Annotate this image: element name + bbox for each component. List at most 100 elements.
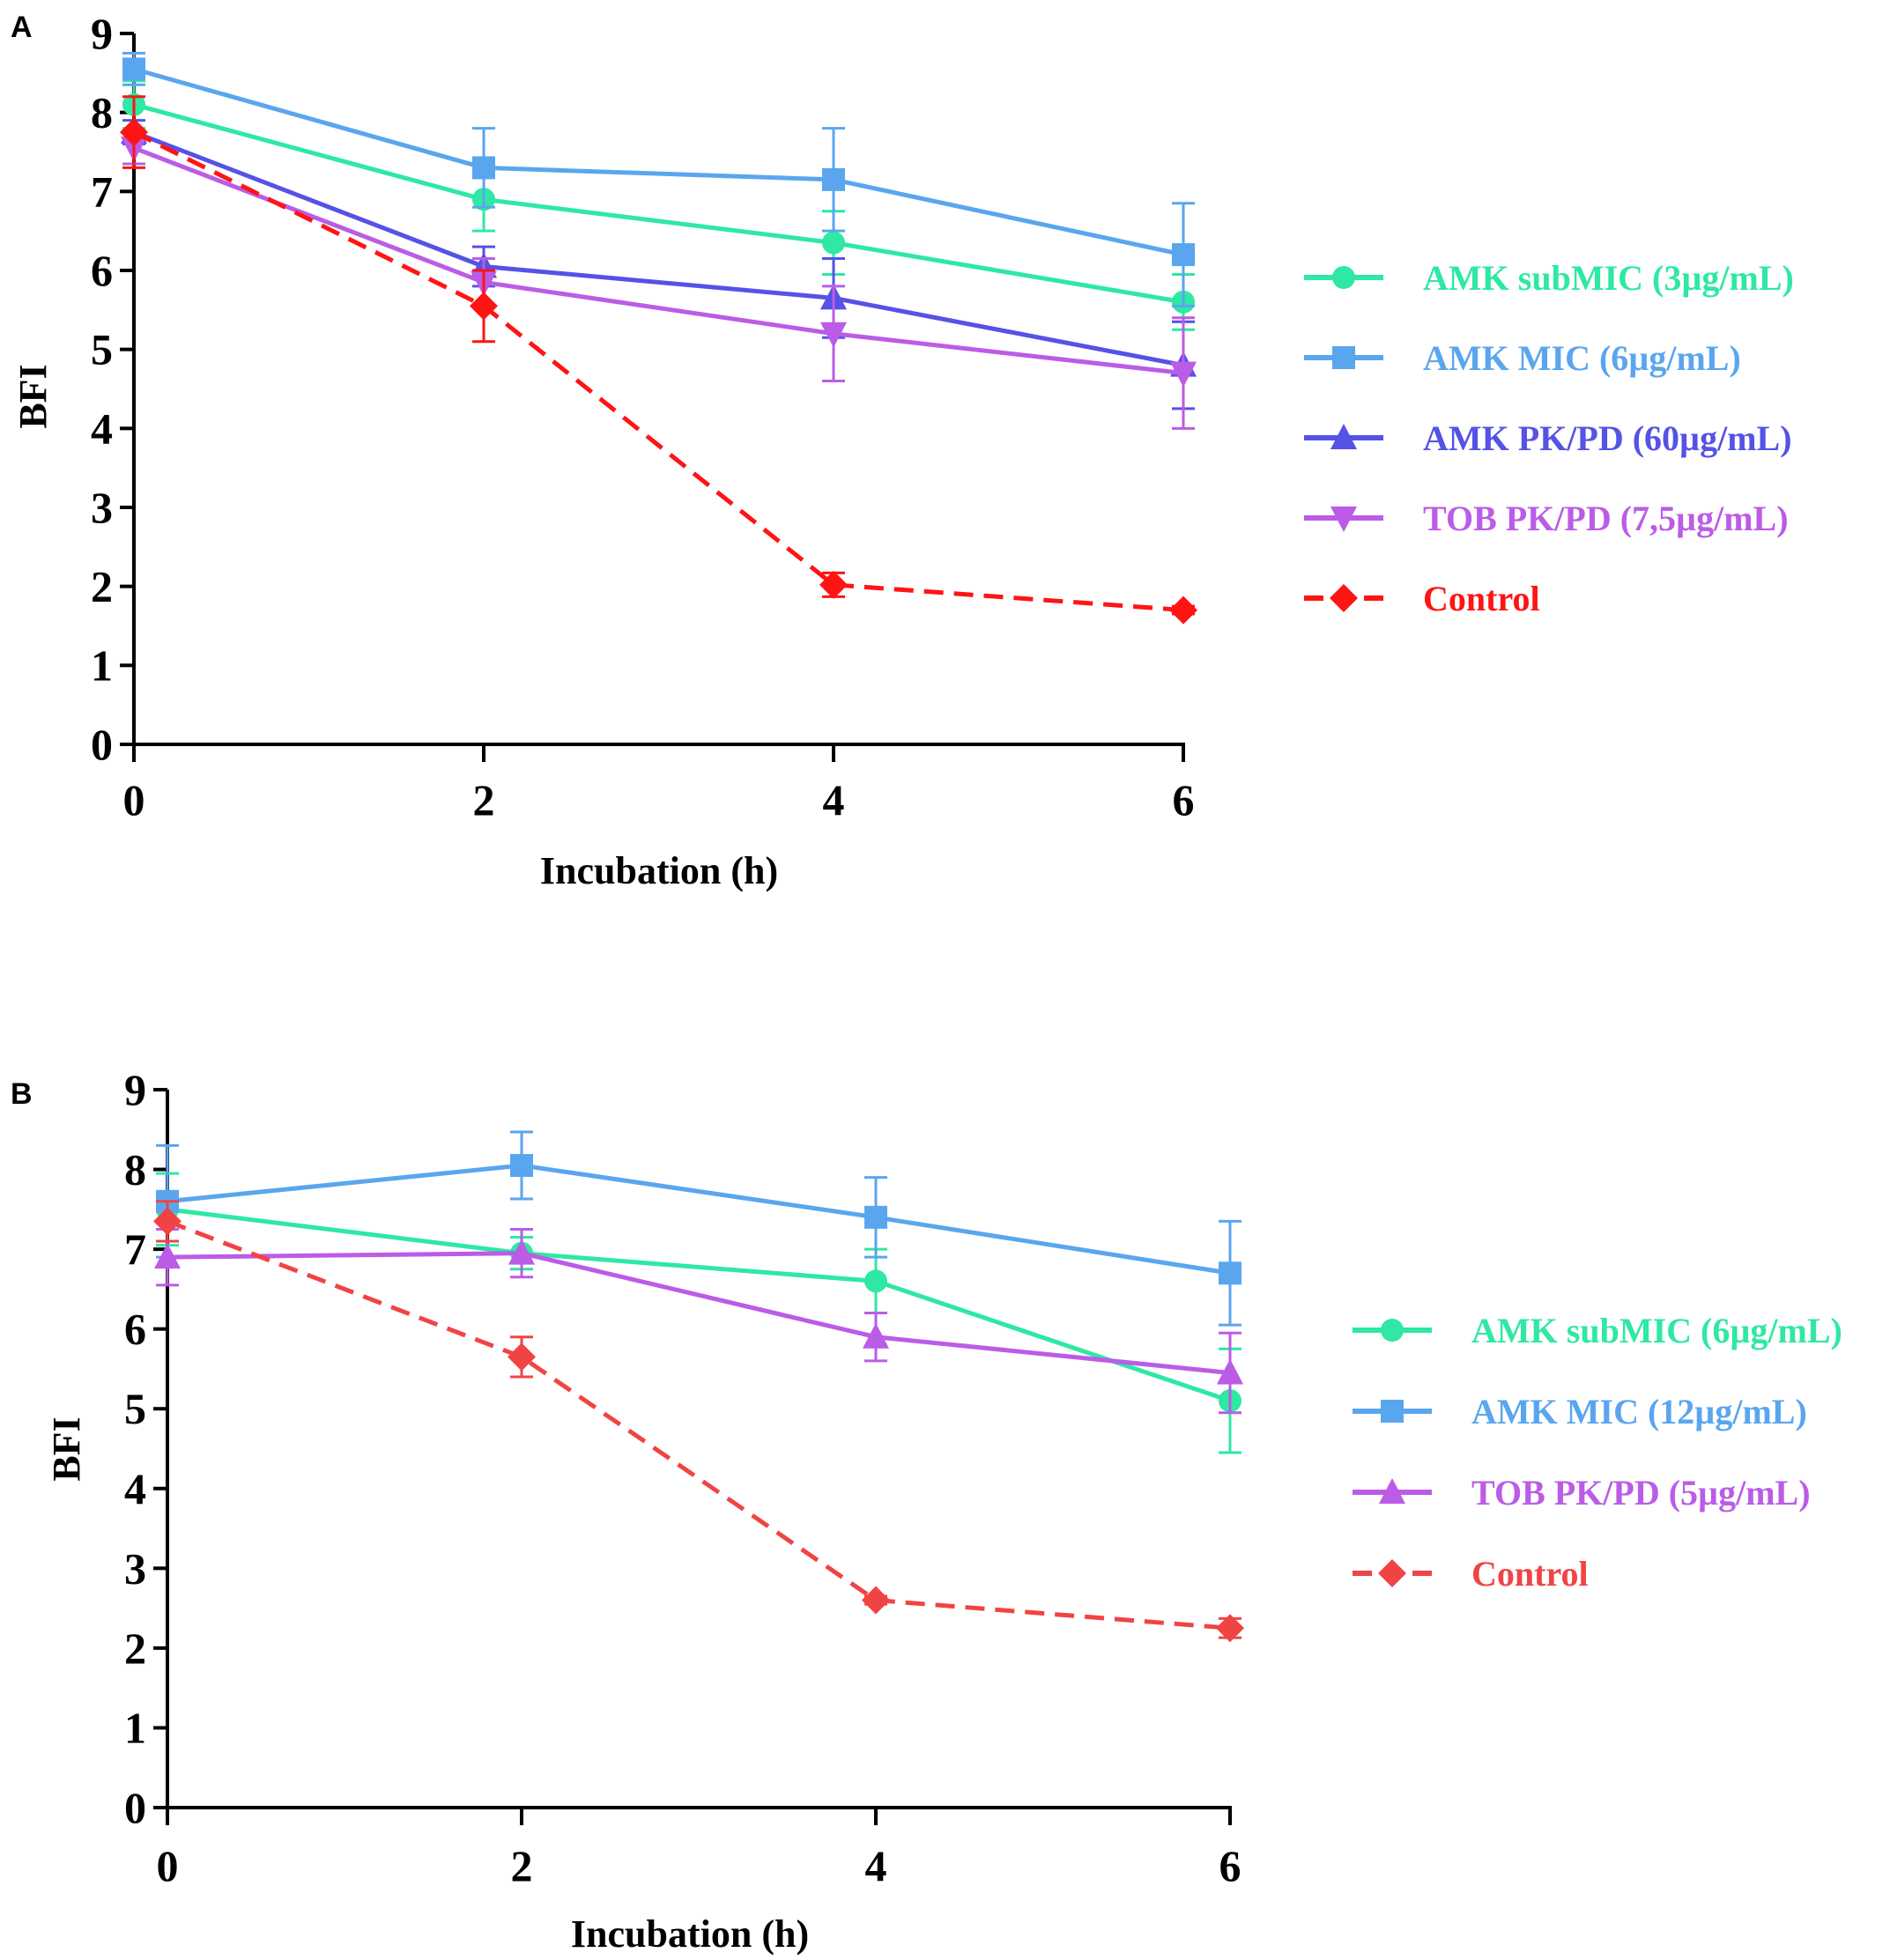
data-point bbox=[508, 1342, 536, 1372]
legend-label: AMK MIC (12µg/mL) bbox=[1471, 1392, 1807, 1431]
series-line bbox=[167, 1207, 1231, 1403]
x-tick-label: 0 bbox=[157, 1841, 179, 1890]
y-tick-label: 3 bbox=[124, 1543, 146, 1593]
y-tick-label: 3 bbox=[91, 483, 113, 532]
series-line bbox=[133, 145, 1184, 376]
y-tick-label: 2 bbox=[91, 562, 113, 611]
panel-label-b: B bbox=[11, 1077, 33, 1111]
x-tick-label: 6 bbox=[1173, 775, 1195, 825]
data-point bbox=[1170, 361, 1197, 388]
plot-area-a bbox=[120, 51, 1197, 625]
legend-marker bbox=[1381, 1319, 1404, 1342]
data-point bbox=[862, 1586, 890, 1615]
y-tick-label: 8 bbox=[91, 88, 113, 137]
x-tick-label: 4 bbox=[823, 775, 845, 825]
legend-item: AMK subMIC (3µg/mL) bbox=[1304, 258, 1794, 298]
legend-item: AMK MIC (6µg/mL) bbox=[1304, 338, 1741, 378]
legend-item: Control bbox=[1353, 1554, 1589, 1594]
legend-marker bbox=[1330, 424, 1357, 449]
y-tick-label: 8 bbox=[124, 1145, 146, 1194]
legend-marker bbox=[1379, 1478, 1405, 1504]
legend-label: AMK PK/PD (60µg/mL) bbox=[1423, 418, 1792, 458]
x-tick-label: 2 bbox=[473, 775, 495, 825]
data-point bbox=[864, 1269, 887, 1293]
data-point bbox=[822, 231, 845, 255]
series-4 bbox=[120, 95, 1197, 625]
y-tick-label: 6 bbox=[124, 1305, 146, 1354]
y-tick-label: 5 bbox=[91, 325, 113, 374]
series-line bbox=[132, 129, 1184, 613]
data-point bbox=[822, 167, 845, 191]
x-tick-label: 4 bbox=[865, 1841, 887, 1890]
series-line bbox=[133, 129, 1184, 368]
data-point bbox=[1219, 1261, 1241, 1285]
legend-marker bbox=[1381, 1400, 1404, 1423]
legend-label: AMK MIC (6µg/mL) bbox=[1423, 338, 1741, 378]
legend-a: AMK subMIC (3µg/mL) AMK MIC (6µg/mL) AMK P… bbox=[1304, 258, 1794, 618]
legend-item: AMK MIC (12µg/mL) bbox=[1353, 1392, 1807, 1431]
y-tick-label: 7 bbox=[124, 1224, 146, 1274]
series-1 bbox=[122, 51, 1195, 307]
data-point bbox=[864, 1205, 887, 1229]
data-point bbox=[120, 118, 148, 147]
legend-label: AMK subMIC (3µg/mL) bbox=[1423, 258, 1794, 298]
data-point bbox=[154, 1243, 181, 1269]
data-point bbox=[510, 1154, 533, 1178]
legend-item: Control bbox=[1304, 579, 1540, 618]
legend-marker bbox=[1330, 584, 1358, 612]
legend-marker bbox=[1378, 1559, 1406, 1587]
y-tick-label: 5 bbox=[124, 1384, 146, 1433]
legend-marker bbox=[1332, 266, 1355, 289]
series-line bbox=[133, 102, 1184, 305]
data-point bbox=[863, 1322, 889, 1349]
data-point bbox=[122, 57, 145, 81]
y-tick-label: 4 bbox=[91, 403, 113, 453]
data-point bbox=[1169, 595, 1197, 625]
y-tick-label: 9 bbox=[124, 1065, 146, 1114]
x-tick-label: 6 bbox=[1219, 1841, 1241, 1890]
y-tick-label: 6 bbox=[91, 246, 113, 295]
y-tick-label: 9 bbox=[91, 9, 113, 58]
series-line bbox=[167, 1251, 1231, 1375]
x-axis-title-b: Incubation (h) bbox=[571, 1912, 809, 1956]
legend-item: AMK PK/PD (60µg/mL) bbox=[1304, 418, 1792, 458]
data-point bbox=[1172, 243, 1195, 267]
legend-label: TOB PK/PD (7,5µg/mL) bbox=[1423, 499, 1789, 538]
plot-area-b bbox=[153, 1130, 1244, 1643]
y-tick-label: 0 bbox=[91, 720, 113, 769]
chart-panel-b: B BFI Incubation (h) 0 1 2 3 4 5 6 7 8 9 0 2 4 6 AMK … bbox=[11, 1065, 1842, 1956]
data-point bbox=[819, 570, 848, 599]
series-3 bbox=[153, 1200, 1244, 1643]
y-tick-label: 2 bbox=[124, 1623, 146, 1673]
data-point bbox=[470, 292, 498, 321]
panel-label-a: A bbox=[11, 11, 33, 44]
series-line bbox=[167, 1219, 1231, 1631]
legend-label: Control bbox=[1423, 579, 1540, 618]
y-tick-label: 1 bbox=[91, 640, 113, 690]
legend-marker bbox=[1332, 346, 1355, 369]
x-tick-label: 0 bbox=[123, 775, 145, 825]
legend-marker bbox=[1330, 507, 1357, 532]
y-tick-label: 7 bbox=[91, 166, 113, 216]
legend-item: TOB PK/PD (7,5µg/mL) bbox=[1304, 499, 1789, 538]
legend-label: TOB PK/PD (5µg/mL) bbox=[1471, 1473, 1811, 1513]
data-point bbox=[1217, 1358, 1243, 1385]
chart-panel-a: A BFI Incubation (h) 0 1 2 3 4 5 6 7 8 9 0 2 4 6 AMK … bbox=[11, 9, 1794, 892]
data-point bbox=[153, 1207, 182, 1236]
y-tick-label: 1 bbox=[124, 1703, 146, 1752]
legend-label: AMK subMIC (6µg/mL) bbox=[1471, 1311, 1842, 1350]
data-point bbox=[508, 1239, 535, 1265]
data-point bbox=[1216, 1614, 1244, 1643]
y-axis-title-b: BFI bbox=[45, 1416, 88, 1481]
y-axis-title-a: BFI bbox=[11, 364, 55, 428]
series-2 bbox=[154, 1227, 1243, 1415]
y-tick-label: 0 bbox=[124, 1783, 146, 1832]
data-point bbox=[820, 322, 847, 348]
x-axis-title-a: Incubation (h) bbox=[540, 849, 778, 892]
data-point bbox=[472, 156, 495, 180]
legend-item: AMK subMIC (6µg/mL) bbox=[1353, 1311, 1842, 1350]
series-line bbox=[167, 1163, 1231, 1276]
y-tick-label: 4 bbox=[124, 1464, 146, 1513]
legend-item: TOB PK/PD (5µg/mL) bbox=[1353, 1473, 1811, 1513]
